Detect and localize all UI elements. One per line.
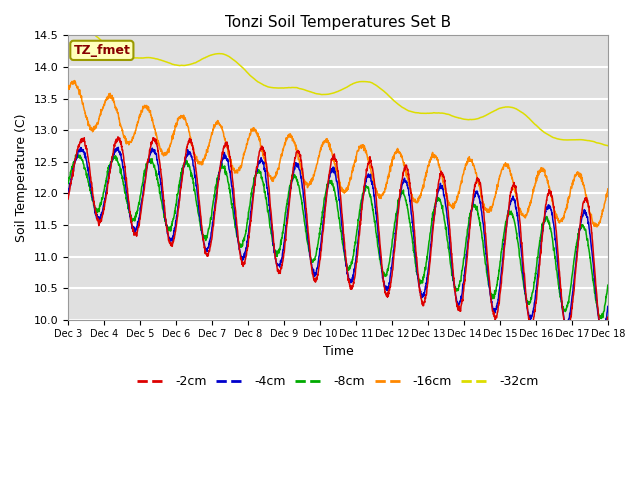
X-axis label: Time: Time	[323, 345, 353, 358]
Text: TZ_fmet: TZ_fmet	[74, 44, 131, 57]
Legend: -2cm, -4cm, -8cm, -16cm, -32cm: -2cm, -4cm, -8cm, -16cm, -32cm	[132, 370, 543, 393]
Y-axis label: Soil Temperature (C): Soil Temperature (C)	[15, 113, 28, 242]
Title: Tonzi Soil Temperatures Set B: Tonzi Soil Temperatures Set B	[225, 15, 451, 30]
